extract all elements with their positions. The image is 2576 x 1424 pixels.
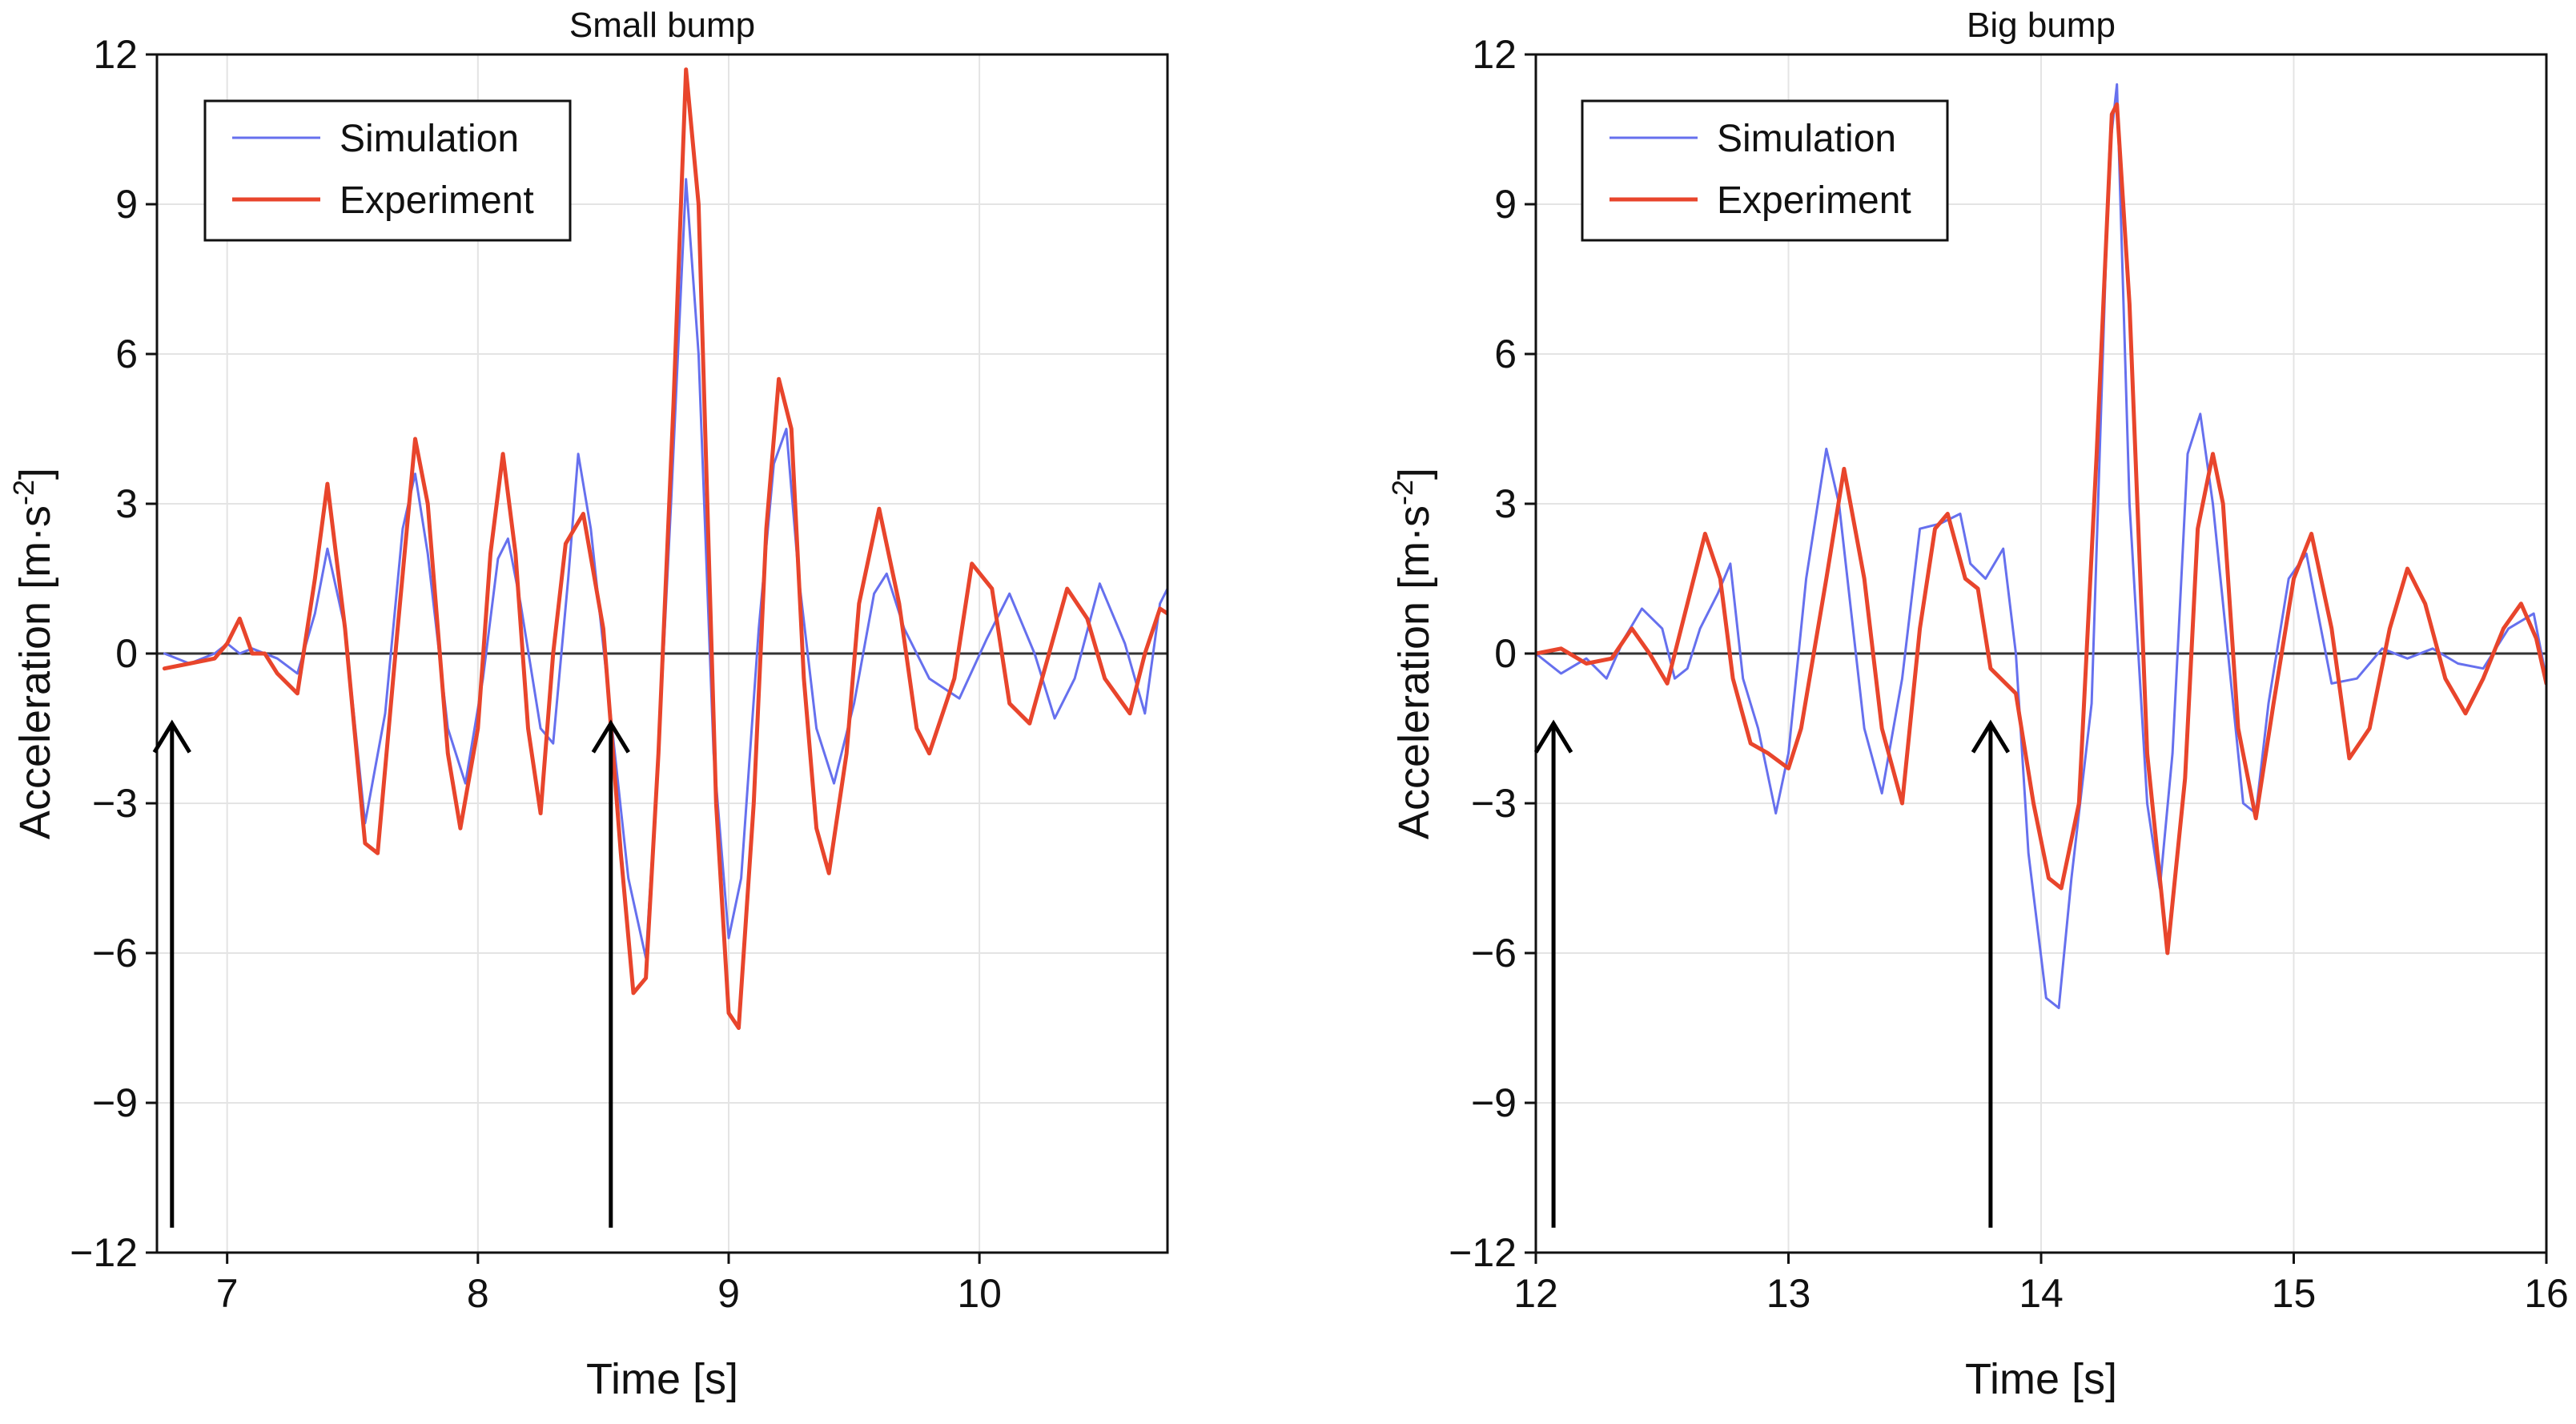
big-bump-title: Big bump [1967,6,2116,45]
big-bump-event-arrow [1533,719,1573,1228]
big-bump-legend-box [1581,99,1949,242]
big-bump-y-tick-label: 6 [1494,332,1517,376]
small-bump-y-axis-label: Acceleration [m·s-2] [7,468,59,839]
small-bump-series-group [162,67,1167,1030]
small-bump-arrows [152,719,630,1228]
big-bump-x-axis-label: Time [s] [1965,1355,2117,1403]
big-bump-x-tick-label: 12 [1513,1271,1558,1316]
big-bump-arrows [1533,719,2011,1228]
big-bump-event-arrow-head [1533,719,1573,754]
small-bump-experiment-line [162,67,1167,1030]
big-bump-y-tick-label: −6 [1471,931,1517,975]
big-bump-y-tick-label: 0 [1494,631,1517,676]
big-bump-x-tick-label: 15 [2272,1271,2317,1316]
small-bump-y-tick-label: −12 [70,1230,138,1275]
small-bump-y-tick-label: 3 [115,481,138,526]
small-bump-x-tick-label: 10 [957,1271,1002,1316]
small-bump-y-tick-label: 12 [93,32,138,77]
big-bump-x-tick-label: 13 [1766,1271,1811,1316]
big-bump-event-arrow-head [1971,719,2011,754]
small-bump-y-ticks: 12 9 6 3 0 −3 −6 −9 −12 [70,32,157,1275]
small-bump-legend-box [203,99,572,242]
big-bump-x-tick-label: 14 [2019,1271,2064,1316]
small-bump-event-arrow [152,719,191,1228]
big-bump-x-ticks: 12 13 14 15 16 [1513,1253,2569,1316]
small-bump-x-tick-label: 9 [717,1271,740,1316]
big-bump-experiment-line [1536,102,2546,955]
small-bump-event-arrow [591,719,630,1228]
small-bump-y-tick-label: −9 [92,1080,138,1125]
small-bump-event-arrow-head [591,719,630,754]
small-bump-y-tick-label: −3 [92,781,138,826]
small-bump-event-arrow-head [152,719,191,754]
big-bump-event-arrow [1971,719,2011,1228]
big-bump-series-group [1536,82,2546,1010]
small-bump-x-axis-label: Time [s] [586,1355,738,1403]
big-bump-y-tick-label: −12 [1449,1230,1517,1275]
small-bump-legend: Simulation Experiment [203,99,572,242]
big-bump-y-tick-label: −3 [1471,781,1517,826]
small-bump-y-tick-label: 0 [115,631,138,676]
big-bump-panel: Big bump 12 9 6 3 0 −3 −6 −9 −12 12 13 14 15 16 Acce… [1386,6,2569,1403]
small-bump-legend-experiment-label: Experiment [340,179,534,222]
big-bump-legend: Simulation Experiment [1581,99,1949,242]
big-bump-x-tick-label: 16 [2524,1271,2569,1316]
small-bump-x-tick-label: 7 [216,1271,239,1316]
big-bump-legend-experiment-label: Experiment [1717,179,1911,222]
big-bump-y-axis-label: Acceleration [m·s-2] [1386,468,1438,839]
small-bump-panel: Small bump 12 9 6 3 0 −3 −6 −9 −12 7 8 9 10 Acceler… [7,6,1169,1403]
small-bump-legend-simulation-label: Simulation [340,118,519,160]
small-bump-title: Small bump [569,6,755,45]
small-bump-x-tick-label: 8 [467,1271,489,1316]
big-bump-y-tick-label: 12 [1472,32,1517,77]
big-bump-legend-simulation-label: Simulation [1717,118,1896,160]
small-bump-y-tick-label: 6 [115,332,138,376]
small-bump-x-ticks: 7 8 9 10 [216,1253,1002,1316]
small-bump-y-tick-label: −6 [92,931,138,975]
big-bump-y-ticks: 12 9 6 3 0 −3 −6 −9 −12 [1449,32,1536,1275]
big-bump-y-tick-label: 3 [1494,481,1517,526]
big-bump-simulation-line [1536,82,2546,1010]
small-bump-y-tick-label: 9 [115,182,138,227]
big-bump-y-tick-label: −9 [1471,1080,1517,1125]
big-bump-y-tick-label: 9 [1494,182,1517,227]
